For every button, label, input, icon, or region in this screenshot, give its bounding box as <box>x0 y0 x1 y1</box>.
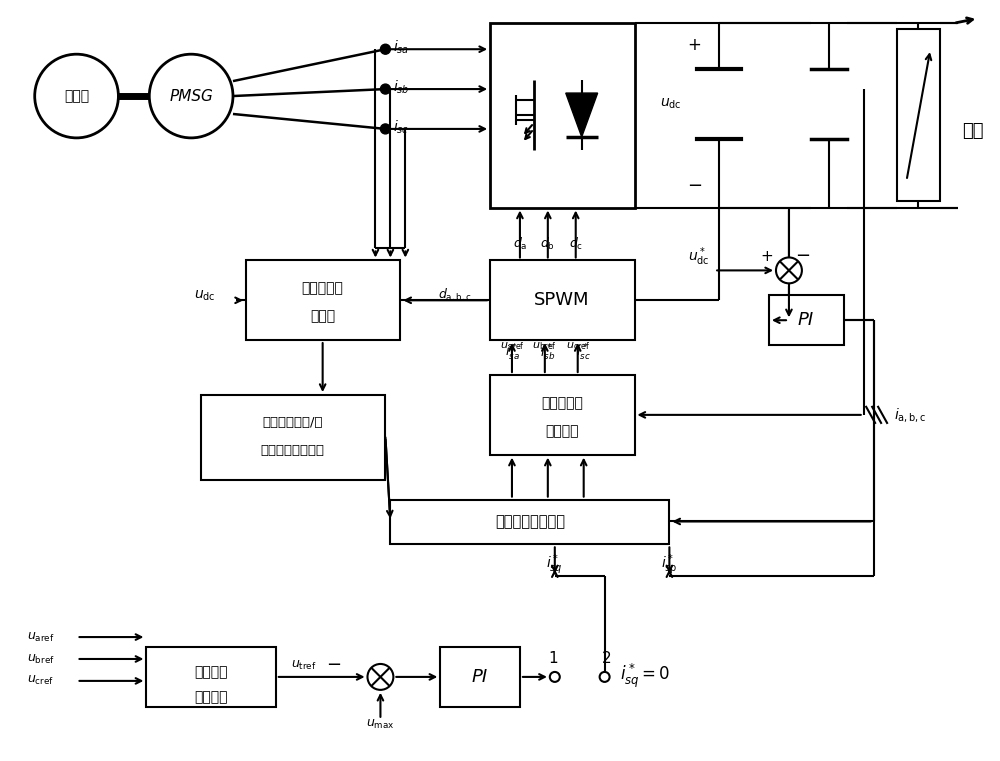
Circle shape <box>776 257 802 283</box>
Text: PI: PI <box>472 668 488 686</box>
Text: 三相电流指令计算: 三相电流指令计算 <box>495 514 565 529</box>
Text: $u_{\rm aref}$: $u_{\rm aref}$ <box>500 340 524 352</box>
Text: $d_{\rm c}$: $d_{\rm c}$ <box>569 235 583 252</box>
Text: $u_{\rm tref}$: $u_{\rm tref}$ <box>291 658 317 671</box>
Text: $i^*_{\rm sp}$: $i^*_{\rm sp}$ <box>661 552 678 577</box>
Bar <box>769 295 844 345</box>
Circle shape <box>35 54 118 138</box>
Text: $d_{\rm a}$: $d_{\rm a}$ <box>513 235 527 252</box>
Text: $u_{\rm bref}$: $u_{\rm bref}$ <box>27 652 55 666</box>
Text: 负载: 负载 <box>963 122 984 140</box>
Text: SPWM: SPWM <box>534 291 590 309</box>
Bar <box>390 499 669 544</box>
Bar <box>201 395 385 479</box>
Circle shape <box>367 664 393 690</box>
Text: $i^*_{sa}$: $i^*_{sa}$ <box>505 343 519 363</box>
Bar <box>897 29 940 201</box>
Text: $u^*_{\rm dc}$: $u^*_{\rm dc}$ <box>688 245 709 268</box>
Text: $i^*_{sq}=0$: $i^*_{sq}=0$ <box>620 662 670 690</box>
Text: $d_{\rm a,b,c}$: $d_{\rm a,b,c}$ <box>438 287 472 304</box>
Text: −: − <box>326 656 341 674</box>
Text: $i_{sc}$: $i_{sc}$ <box>393 118 410 135</box>
Text: $d_{\rm b}$: $d_{\rm b}$ <box>540 235 555 252</box>
Circle shape <box>380 124 390 134</box>
Text: $i_{sa}$: $i_{sa}$ <box>393 39 410 56</box>
Circle shape <box>380 84 390 94</box>
Circle shape <box>380 44 390 54</box>
Text: 振调节器: 振调节器 <box>545 424 579 438</box>
Polygon shape <box>566 93 598 137</box>
Text: 电压计算: 电压计算 <box>194 689 228 704</box>
Circle shape <box>550 672 560 682</box>
Text: $u_{\rm dc}$: $u_{\rm dc}$ <box>660 97 681 111</box>
Text: $i^*_{sc}$: $i^*_{sc}$ <box>576 343 591 363</box>
Text: −: − <box>687 177 702 195</box>
Circle shape <box>149 54 233 138</box>
Text: $u_{\rm bref}$: $u_{\rm bref}$ <box>532 340 557 352</box>
Text: 链估算: 链估算 <box>310 309 335 323</box>
Text: PI: PI <box>798 311 814 330</box>
Bar <box>490 375 635 455</box>
Text: 变频比例谐: 变频比例谐 <box>541 396 583 410</box>
Text: 2: 2 <box>602 651 611 667</box>
Bar <box>440 647 520 707</box>
Text: PMSG: PMSG <box>169 88 213 103</box>
Circle shape <box>600 672 610 682</box>
Text: 定子磁链计算/单: 定子磁链计算/单 <box>263 416 323 429</box>
Text: +: + <box>687 37 701 54</box>
Text: 原动机: 原动机 <box>64 89 89 103</box>
Text: $u_{\rm cref}$: $u_{\rm cref}$ <box>566 340 590 352</box>
Text: $u_{\rm aref}$: $u_{\rm aref}$ <box>27 631 54 644</box>
Text: $i^*_{sq}$: $i^*_{sq}$ <box>546 552 563 577</box>
Bar <box>490 24 635 208</box>
Text: $u_{\rm cref}$: $u_{\rm cref}$ <box>27 674 54 687</box>
Text: −: − <box>795 247 810 266</box>
Bar <box>246 260 400 340</box>
Text: $i^*_{sb}$: $i^*_{sb}$ <box>540 342 555 363</box>
Bar <box>146 647 276 707</box>
Text: $u_{\rm dc}$: $u_{\rm dc}$ <box>194 288 216 303</box>
Text: 1: 1 <box>548 651 558 667</box>
Text: 位有功，无功计算: 位有功，无功计算 <box>261 444 325 457</box>
Text: +: + <box>761 249 773 264</box>
Bar <box>490 260 635 340</box>
Text: $u_{\rm max}$: $u_{\rm max}$ <box>366 718 395 731</box>
Text: $i_{sb}$: $i_{sb}$ <box>393 78 410 96</box>
Text: 三相转子磁: 三相转子磁 <box>302 282 344 295</box>
Text: 参考调制: 参考调制 <box>194 665 228 679</box>
Text: $i_{\rm a,b,c}$: $i_{\rm a,b,c}$ <box>894 406 926 424</box>
